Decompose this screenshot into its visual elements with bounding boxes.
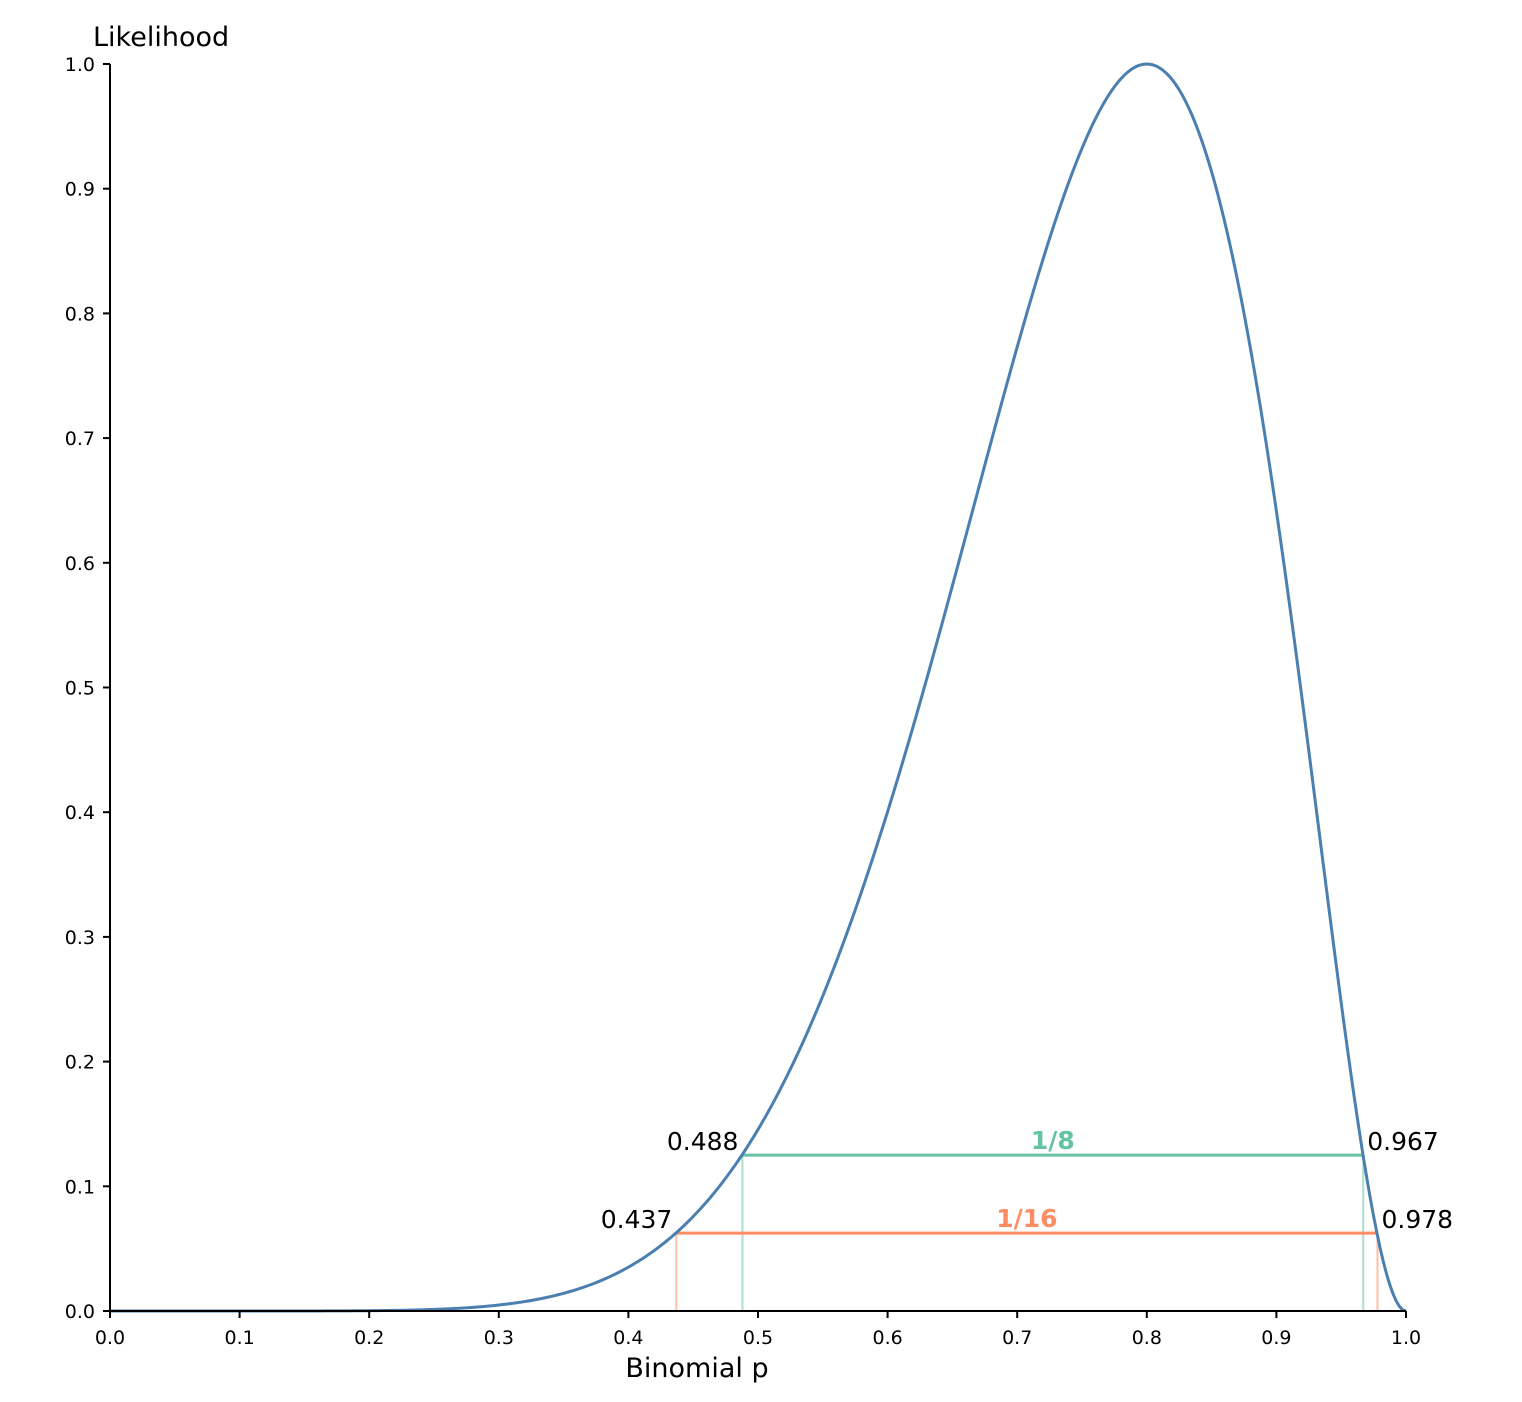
y-axis: 0.0 0.1 0.2 0.3 0.4 0.5 0.6 0.7 0.8 0.9 1.0 [65, 54, 111, 1323]
likelihood-curve [110, 62, 1407, 1313]
interval-name-label: 1/16 [996, 1204, 1057, 1233]
x-tick-label: 1.0 [1391, 1327, 1421, 1349]
y-tick-label: 0.5 [65, 678, 95, 700]
interval-low-label: 0.437 [601, 1205, 673, 1234]
y-tick-label: 0.6 [65, 553, 95, 575]
x-tick-label: 0.8 [1132, 1327, 1162, 1349]
interval-high-label: 0.967 [1367, 1127, 1439, 1156]
y-tick-label: 1.0 [65, 54, 95, 76]
y-tick-label: 0.7 [65, 428, 95, 450]
x-tick-label: 0.5 [743, 1327, 773, 1349]
x-tick-label: 0.9 [1261, 1327, 1291, 1349]
interval-bars [676, 1153, 1378, 1235]
x-axis: 0.0 0.1 0.2 0.3 0.4 0.5 0.6 0.7 0.8 0.9 1.0 [95, 1310, 1421, 1349]
x-tick-label: 0.3 [484, 1327, 514, 1349]
interval-low-label: 0.488 [667, 1127, 739, 1156]
y-tick-label: 0.8 [65, 303, 95, 325]
x-tick-label: 0.0 [95, 1327, 125, 1349]
y-tick-label: 0.1 [65, 1176, 95, 1198]
y-tick-label: 0.9 [65, 179, 95, 201]
x-axis-title: Binomial p [625, 1353, 768, 1384]
y-tick-label: 0.3 [65, 927, 95, 949]
x-tick-label: 0.1 [224, 1327, 254, 1349]
interval-name-label: 1/8 [1031, 1126, 1075, 1155]
y-axis-title: Likelihood [93, 22, 229, 53]
interval-labels: 0.488 0.967 1/8 0.437 0.978 1/16 [601, 1126, 1453, 1234]
y-tick-label: 0.2 [65, 1052, 95, 1074]
x-tick-label: 0.6 [872, 1327, 902, 1349]
x-tick-label: 0.7 [1002, 1327, 1032, 1349]
interval-high-label: 0.978 [1381, 1205, 1453, 1234]
x-tick-label: 0.4 [613, 1327, 643, 1349]
x-tick-label: 0.2 [354, 1327, 384, 1349]
y-tick-label: 0.0 [65, 1301, 95, 1323]
y-tick-label: 0.4 [65, 802, 95, 824]
